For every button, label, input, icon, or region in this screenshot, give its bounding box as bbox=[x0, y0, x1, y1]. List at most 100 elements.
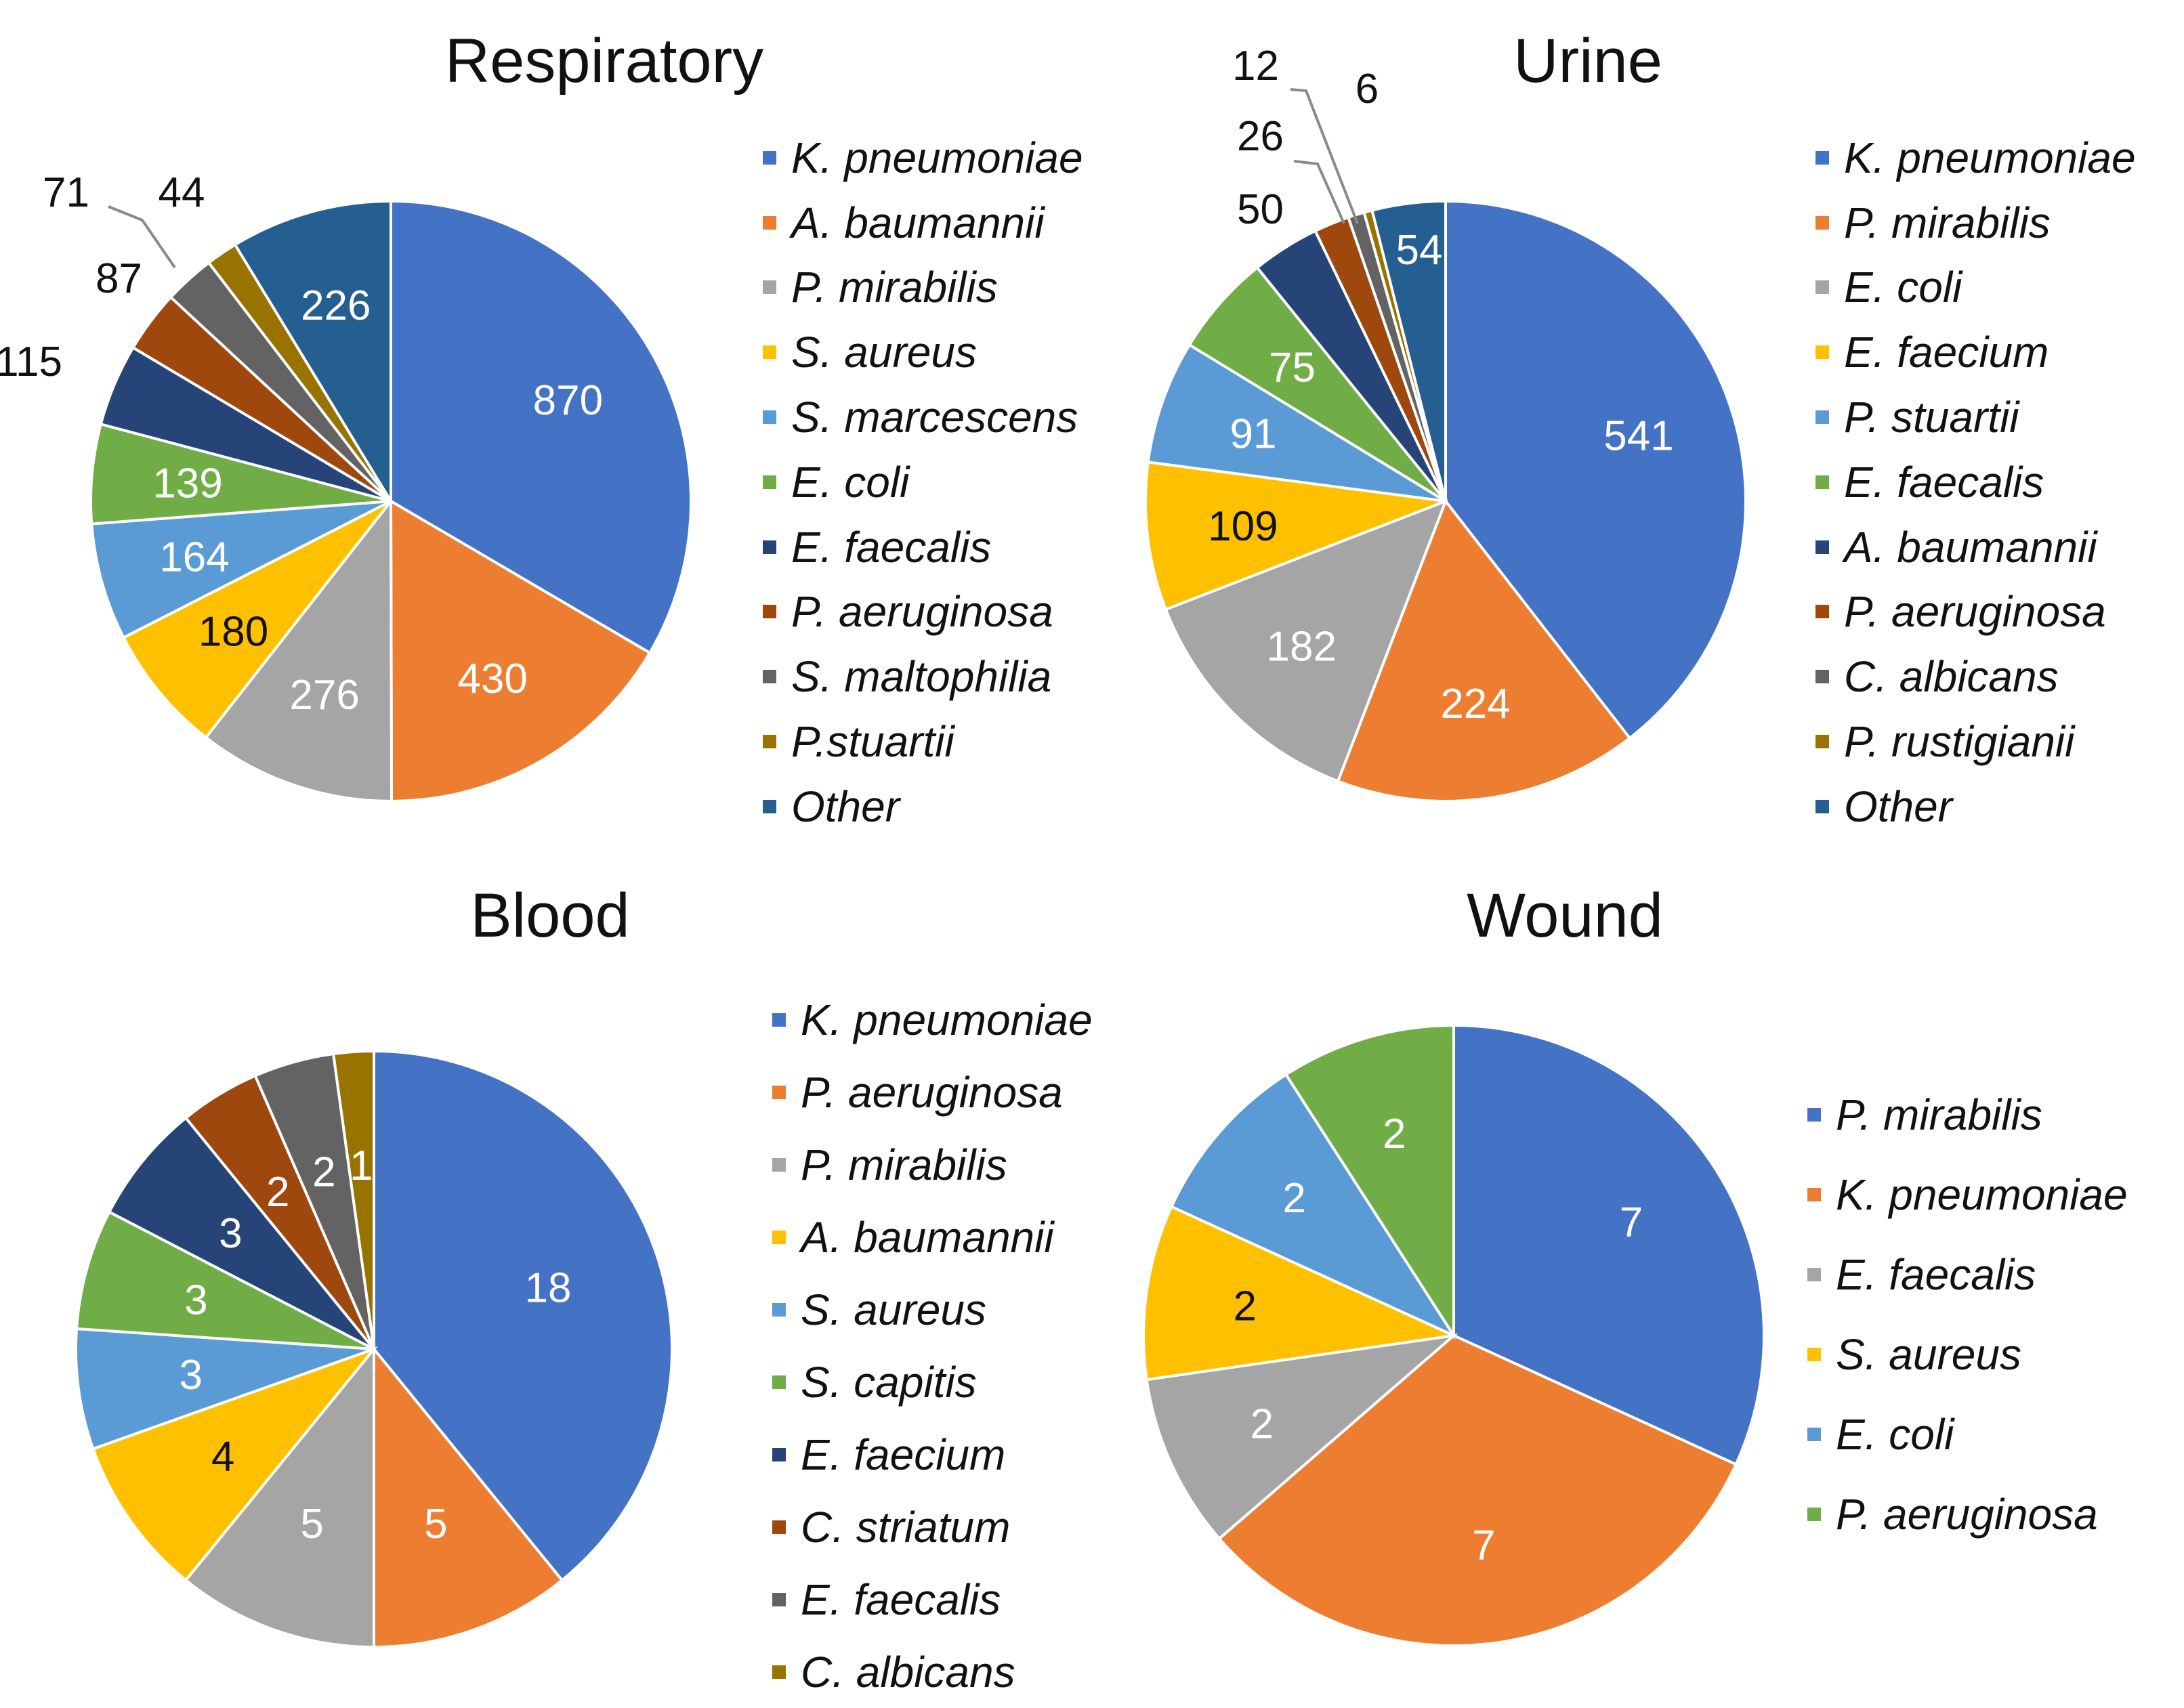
legend-swatch bbox=[763, 605, 776, 619]
pie-slice-s-capitis bbox=[75, 1210, 375, 1350]
pie-slice-e-faecium bbox=[107, 1115, 375, 1350]
data-label-k-pneumoniae: 18 bbox=[525, 1265, 572, 1312]
legend-label: Other bbox=[1844, 782, 1953, 831]
legend-item: P. rustigianii bbox=[1815, 709, 2136, 774]
data-label-e-coli: 139 bbox=[152, 460, 222, 507]
pie-slice-p-mirabilis bbox=[204, 497, 394, 803]
data-label-k-pneumoniae: 870 bbox=[533, 377, 603, 424]
data-label-s-aureus: 2 bbox=[1233, 1283, 1256, 1330]
legend-label: S. capitis bbox=[801, 1357, 977, 1407]
pie-slice-s-aureus bbox=[1142, 1205, 1459, 1382]
pie-slice-a-baumannii bbox=[91, 1346, 379, 1583]
data-label-a-baumannii: 4 bbox=[211, 1433, 234, 1480]
legend-item: Other bbox=[1815, 774, 2136, 839]
legend-swatch bbox=[763, 540, 776, 554]
data-label-p-mirabilis: 7 bbox=[1620, 1199, 1643, 1246]
pie-slice-p-mirabilis bbox=[184, 1345, 375, 1649]
legend-label: E. faecalis bbox=[801, 1575, 1001, 1624]
legend-item: A. baumannii bbox=[1815, 515, 2136, 580]
data-label-p-stuartii: 44 bbox=[159, 169, 205, 216]
data-label-p-aeruginosa: 26 bbox=[1237, 113, 1284, 160]
legend-item: P.stuartii bbox=[763, 709, 1083, 774]
legend-item: S. aureus bbox=[772, 1273, 1093, 1346]
legend-label: E. coli bbox=[1844, 263, 1962, 312]
pie-slice-other bbox=[233, 199, 392, 507]
wound-legend: P. mirabilis K. pneumoniae E. faecalis S. a… bbox=[1807, 1075, 2128, 1554]
legend-item: P. aeruginosa bbox=[763, 580, 1083, 645]
urine-legend: K. pneumoniae P. mirabilis E. coli E. faeci… bbox=[1815, 125, 2136, 839]
data-label-c-albicans: 1 bbox=[350, 1143, 373, 1189]
data-label-p-rustigianii: 6 bbox=[1356, 66, 1379, 112]
pie-slice-e-coli bbox=[89, 422, 392, 526]
legend-item: E. faecalis bbox=[772, 1563, 1093, 1636]
legend-item: K. pneumoniae bbox=[1815, 125, 2136, 190]
legend-swatch bbox=[772, 1230, 786, 1244]
data-label-e-faecalis: 75 bbox=[1269, 344, 1316, 391]
pie-slice-p-stuartii bbox=[1146, 343, 1447, 503]
legend-swatch bbox=[1815, 799, 1829, 813]
legend-label: E. faecium bbox=[801, 1430, 1006, 1479]
pie-slice-s-aureus bbox=[121, 500, 392, 740]
pie-slice-k-pneumoniae bbox=[373, 1049, 673, 1583]
legend-label: P. aeruginosa bbox=[1836, 1490, 2098, 1539]
legend-label: E. faecalis bbox=[1836, 1250, 2036, 1299]
legend-item: E. coli bbox=[1807, 1394, 2128, 1474]
data-label-c-albicans: 12 bbox=[1232, 43, 1279, 89]
legend-label: K. pneumoniae bbox=[801, 995, 1093, 1044]
legend-item: C. striatum bbox=[772, 1491, 1093, 1563]
legend-item: K. pneumoniae bbox=[1807, 1155, 2128, 1235]
legend-swatch bbox=[763, 345, 776, 360]
legend-label: K. pneumoniae bbox=[1844, 133, 2136, 182]
legend-label: E. faecalis bbox=[1844, 457, 2044, 507]
blood-chart-title: Blood bbox=[470, 881, 630, 950]
legend-swatch bbox=[763, 735, 776, 749]
data-label-p-aeruginosa: 87 bbox=[96, 255, 142, 302]
legend-label: C. albicans bbox=[1844, 652, 2059, 702]
blood-legend: K. pneumoniae P. aeruginosa P. mirabilis A.… bbox=[772, 983, 1093, 1708]
legend-label: C. striatum bbox=[801, 1502, 1011, 1552]
legend-label: S. marcescens bbox=[791, 393, 1078, 442]
data-label-s-aureus: 180 bbox=[198, 609, 268, 656]
legend-label: A. baumannii bbox=[1844, 522, 2097, 572]
pie-slice-k-pneumoniae bbox=[390, 199, 692, 655]
pie-slice-p-aeruginosa bbox=[373, 1345, 564, 1649]
legend-swatch bbox=[1815, 410, 1829, 425]
data-label-e-faecium: 3 bbox=[219, 1210, 242, 1257]
legend-item: E. coli bbox=[1815, 255, 2136, 320]
legend-swatch bbox=[763, 150, 776, 165]
leader-line-p-aeruginosa bbox=[1293, 160, 1345, 224]
pie-slice-p-mirabilis bbox=[1452, 1023, 1765, 1466]
legend-label: E. coli bbox=[1836, 1410, 1954, 1459]
legend-swatch bbox=[763, 799, 776, 813]
pie-slice-e-faecium bbox=[1144, 461, 1446, 612]
legend-swatch bbox=[1815, 280, 1829, 295]
legend-label: Other bbox=[791, 782, 900, 831]
data-label-s-aureus: 3 bbox=[179, 1352, 202, 1399]
legend-label: P. mirabilis bbox=[1836, 1090, 2042, 1139]
legend-swatch bbox=[772, 1302, 786, 1317]
legend-swatch bbox=[772, 1592, 786, 1606]
legend-item: S. marcescens bbox=[763, 385, 1083, 450]
legend-label: P. aeruginosa bbox=[801, 1067, 1063, 1117]
data-label-e-coli: 182 bbox=[1267, 623, 1337, 670]
pie-slice-p-aeruginosa bbox=[1284, 1023, 1455, 1340]
legend-swatch bbox=[772, 1665, 786, 1679]
legend-swatch bbox=[763, 280, 776, 295]
legend-item: S. aureus bbox=[763, 320, 1083, 385]
legend-swatch bbox=[772, 1085, 786, 1099]
data-label-e-coli: 2 bbox=[1282, 1175, 1305, 1222]
legend-item: S. capitis bbox=[772, 1346, 1093, 1418]
legend-item: P. aeruginosa bbox=[1815, 580, 2136, 645]
legend-label: P. aeruginosa bbox=[1844, 587, 2106, 637]
legend-swatch bbox=[1815, 670, 1829, 684]
legend-swatch bbox=[763, 475, 776, 489]
leader-line-s-maltophilia bbox=[108, 205, 176, 269]
legend-label: P. mirabilis bbox=[791, 263, 998, 312]
data-label-other: 226 bbox=[301, 282, 371, 329]
legend-swatch bbox=[1807, 1268, 1821, 1281]
data-label-p-mirabilis: 224 bbox=[1440, 681, 1510, 727]
data-label-p-aeruginosa: 2 bbox=[1383, 1111, 1406, 1157]
data-label-p-mirabilis: 5 bbox=[300, 1501, 323, 1547]
data-label-s-capitis: 3 bbox=[184, 1277, 207, 1323]
data-label-p-mirabilis: 276 bbox=[289, 672, 359, 719]
